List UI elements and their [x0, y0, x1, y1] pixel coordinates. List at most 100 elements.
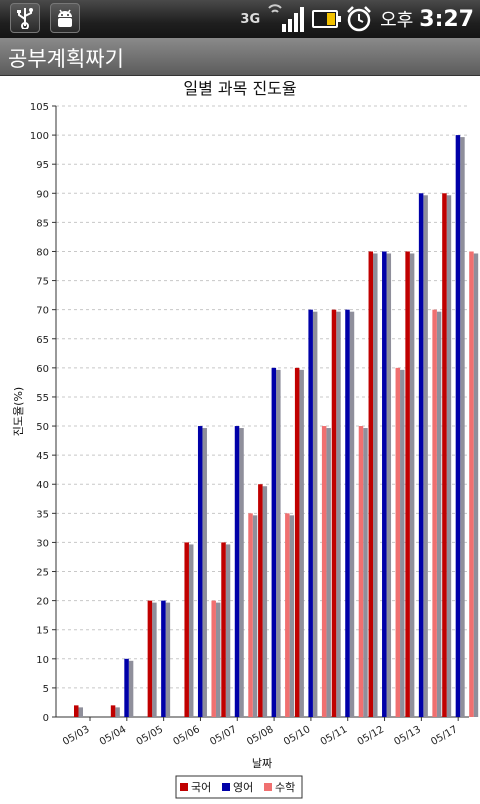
bar-shadow — [78, 707, 83, 717]
bar-shadow — [446, 195, 452, 717]
bar-math — [469, 251, 474, 717]
usb-icon[interactable] — [10, 3, 40, 33]
x-tick-label: 05/13 — [392, 724, 422, 748]
bar-shadow — [373, 253, 378, 717]
legend-swatch — [264, 783, 272, 791]
bar-korean — [110, 705, 116, 717]
bar-english — [345, 309, 350, 717]
y-tick-label: 85 — [36, 218, 49, 229]
bar-english — [455, 135, 461, 718]
bar-shadow — [363, 428, 368, 717]
y-tick-label: 75 — [36, 277, 49, 288]
legend-box — [175, 775, 303, 799]
x-tick-label: 05/07 — [208, 724, 238, 748]
y-tick-label: 95 — [36, 160, 49, 171]
y-tick-label: 45 — [36, 451, 49, 462]
app-title: 공부계획짜기 — [8, 47, 124, 71]
x-axis-label: 날짜 — [252, 757, 272, 770]
bar-shadow — [473, 253, 479, 717]
bar-shadow — [165, 602, 171, 717]
bar-math — [211, 600, 216, 717]
y-axis-label: 진도율(%) — [12, 387, 25, 436]
bar-math — [285, 513, 290, 717]
bar-math — [358, 426, 364, 717]
x-tick-label: 05/04 — [98, 724, 128, 748]
bar-english — [382, 251, 387, 717]
bar-math — [395, 367, 401, 717]
y-tick-label: 100 — [30, 131, 49, 142]
bar-shadow — [349, 311, 355, 717]
bar-shadow — [225, 544, 231, 717]
y-tick-label: 25 — [36, 568, 49, 579]
bar-shadow — [128, 660, 134, 717]
bar-english — [124, 658, 129, 717]
bar-english — [308, 309, 313, 717]
title-bar: 공부계획짜기 — [0, 38, 480, 76]
bar-korean — [294, 367, 300, 717]
legend-swatch — [180, 783, 188, 791]
bar-english — [161, 600, 166, 717]
bar-shadow — [326, 428, 331, 717]
bar-english — [271, 367, 277, 717]
bar-shadow — [436, 311, 442, 717]
y-tick-label: 0 — [43, 713, 49, 724]
bar-korean — [405, 251, 410, 717]
y-tick-label: 50 — [36, 422, 49, 433]
progress-bar-chart: 일별 과목 진도율 0 5 10 15 20 25 30 35 40 45 50 55 60 65 70 75 8… — [12, 79, 479, 799]
android-debug-icon[interactable] — [50, 3, 80, 33]
bar-math — [321, 426, 327, 717]
alarm-icon — [347, 6, 372, 32]
bar-korean — [442, 193, 447, 717]
chart-area: 일별 과목 진도율 0 5 10 15 20 25 30 35 40 45 50 55 60 65 70 75 8… — [0, 76, 480, 800]
x-tick-label: 05/06 — [171, 724, 201, 748]
status-bar: 3G 오후 3:27 — [0, 0, 480, 38]
bar-shadow — [239, 428, 244, 717]
bar-korean — [258, 484, 263, 717]
bar-shadow — [202, 428, 207, 717]
x-tick-label: 05/05 — [135, 724, 165, 748]
y-tick-label: 70 — [36, 306, 49, 317]
signal-icon — [268, 4, 305, 32]
x-tick-label: 05/17 — [429, 724, 459, 748]
bar-shadow — [312, 311, 318, 717]
network-type-label: 3G — [240, 11, 261, 27]
legend-label: 국어 — [191, 781, 211, 794]
bar-korean — [184, 542, 189, 717]
bar-shadow — [423, 195, 428, 717]
legend-label: 수학 — [275, 781, 295, 794]
bar-english — [418, 193, 424, 717]
clock-ampm: 오후 — [380, 10, 414, 31]
bar-korean — [147, 600, 153, 717]
bar-shadow — [115, 707, 120, 717]
bar-shadow — [252, 515, 258, 717]
y-tick-label: 80 — [36, 247, 49, 258]
y-tick-label: 20 — [36, 597, 49, 608]
bar-shadow — [188, 544, 194, 717]
bar-shadow — [336, 311, 341, 717]
y-tick-label: 55 — [36, 393, 49, 404]
bar-korean — [331, 309, 337, 717]
clock-time: 3:27 — [419, 6, 474, 32]
chart-title: 일별 과목 진도율 — [183, 79, 296, 98]
bar-korean — [368, 251, 374, 717]
bar-shadow — [289, 515, 295, 717]
y-tick-label: 105 — [30, 102, 49, 113]
y-tick-label: 15 — [36, 626, 49, 637]
y-tick-label: 10 — [36, 655, 49, 666]
bar-korean — [74, 705, 79, 717]
battery-icon — [312, 10, 342, 28]
x-tick-label: 05/08 — [245, 724, 275, 748]
bar-math — [432, 309, 437, 717]
x-tick-label: 05/03 — [61, 724, 91, 748]
x-tick-label: 05/10 — [282, 724, 312, 748]
x-tick-label: 05/12 — [356, 724, 386, 748]
bar-shadow — [262, 486, 268, 717]
bar-shadow — [152, 602, 157, 717]
y-tick-label: 65 — [36, 335, 49, 346]
bar-english — [234, 426, 240, 717]
legend-swatch — [222, 783, 230, 791]
y-tick-label: 60 — [36, 364, 49, 375]
bar-korean — [221, 542, 226, 717]
y-tick-label: 35 — [36, 509, 49, 520]
bar-shadow — [400, 369, 405, 717]
